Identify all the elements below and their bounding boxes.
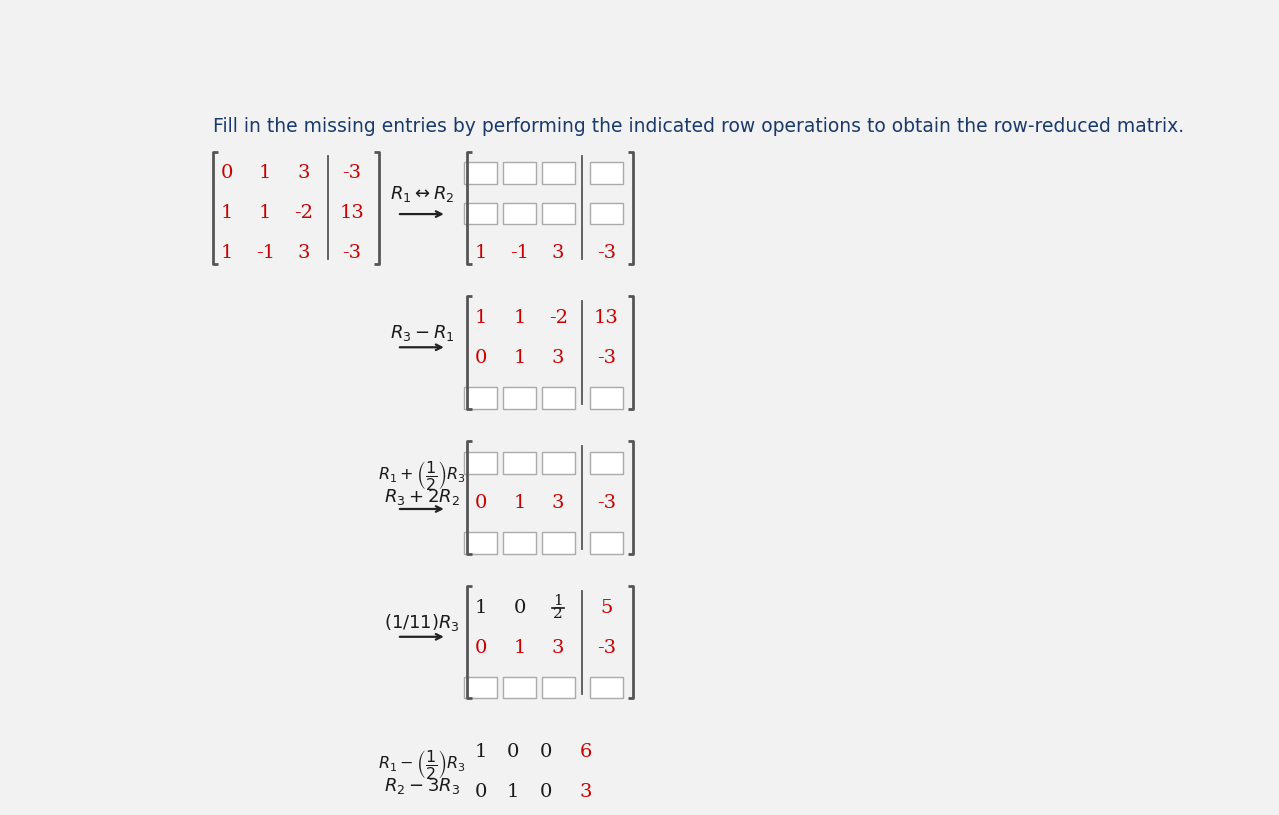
FancyBboxPatch shape <box>503 387 536 409</box>
Text: $R_1 - \left(\dfrac{1}{2}\right)R_3$: $R_1 - \left(\dfrac{1}{2}\right)R_3$ <box>379 748 466 781</box>
Text: 1: 1 <box>475 598 487 616</box>
Text: -3: -3 <box>597 244 615 262</box>
Text: 0: 0 <box>475 349 487 367</box>
FancyBboxPatch shape <box>464 532 498 553</box>
Text: 1: 1 <box>506 783 519 801</box>
Text: 1: 1 <box>513 494 526 512</box>
FancyBboxPatch shape <box>590 162 623 184</box>
Text: $(1/11)R_3$: $(1/11)R_3$ <box>384 612 459 633</box>
Text: -3: -3 <box>597 639 615 657</box>
FancyBboxPatch shape <box>464 387 498 409</box>
FancyBboxPatch shape <box>503 202 536 224</box>
Text: 0: 0 <box>475 639 487 657</box>
Text: 5: 5 <box>600 598 613 616</box>
FancyBboxPatch shape <box>464 162 498 184</box>
FancyBboxPatch shape <box>542 532 574 553</box>
Text: 0: 0 <box>540 743 553 761</box>
FancyBboxPatch shape <box>590 452 623 474</box>
Text: $R_3 + 2R_2$: $R_3 + 2R_2$ <box>384 487 459 507</box>
Text: $R_2 - 3R_3$: $R_2 - 3R_3$ <box>384 776 460 796</box>
Text: 3: 3 <box>298 165 311 183</box>
FancyBboxPatch shape <box>503 162 536 184</box>
Text: $R_3 - R_1$: $R_3 - R_1$ <box>390 324 454 343</box>
FancyBboxPatch shape <box>590 202 623 224</box>
Text: 0: 0 <box>220 165 233 183</box>
FancyBboxPatch shape <box>542 387 574 409</box>
FancyBboxPatch shape <box>542 162 574 184</box>
Text: -1: -1 <box>256 244 275 262</box>
Text: Fill in the missing entries by performing the indicated row operations to obtain: Fill in the missing entries by performin… <box>212 117 1183 136</box>
Text: -1: -1 <box>510 244 530 262</box>
Text: 1: 1 <box>220 244 233 262</box>
Text: 3: 3 <box>553 639 564 657</box>
FancyBboxPatch shape <box>590 676 623 698</box>
Text: -2: -2 <box>294 205 313 222</box>
Text: $R_1 \leftrightarrow R_2$: $R_1 \leftrightarrow R_2$ <box>390 184 454 204</box>
FancyBboxPatch shape <box>464 202 498 224</box>
Text: -3: -3 <box>343 165 362 183</box>
FancyBboxPatch shape <box>503 452 536 474</box>
Text: 0: 0 <box>475 783 487 801</box>
Text: 1: 1 <box>475 244 487 262</box>
Text: 6: 6 <box>579 743 592 761</box>
Text: 1: 1 <box>260 205 271 222</box>
Text: 0: 0 <box>506 743 519 761</box>
FancyBboxPatch shape <box>542 676 574 698</box>
Text: 1: 1 <box>475 743 487 761</box>
Text: 0: 0 <box>513 598 526 616</box>
Text: 13: 13 <box>340 205 365 222</box>
Text: 1: 1 <box>554 593 563 608</box>
Text: 0: 0 <box>475 494 487 512</box>
Text: 13: 13 <box>593 309 619 327</box>
Text: -3: -3 <box>597 349 615 367</box>
Text: 3: 3 <box>579 783 592 801</box>
Text: 1: 1 <box>475 309 487 327</box>
FancyBboxPatch shape <box>464 676 498 698</box>
FancyBboxPatch shape <box>464 452 498 474</box>
FancyBboxPatch shape <box>590 532 623 553</box>
FancyBboxPatch shape <box>590 387 623 409</box>
Text: 1: 1 <box>513 349 526 367</box>
Text: -3: -3 <box>597 494 615 512</box>
Text: 1: 1 <box>220 205 233 222</box>
Text: -2: -2 <box>549 309 568 327</box>
Text: 0: 0 <box>540 783 553 801</box>
Text: 3: 3 <box>553 349 564 367</box>
FancyBboxPatch shape <box>503 676 536 698</box>
Text: 3: 3 <box>298 244 311 262</box>
FancyBboxPatch shape <box>542 202 574 224</box>
Text: 3: 3 <box>553 494 564 512</box>
FancyBboxPatch shape <box>503 532 536 553</box>
Text: 3: 3 <box>553 244 564 262</box>
Text: 1: 1 <box>513 639 526 657</box>
Text: -3: -3 <box>343 244 362 262</box>
FancyBboxPatch shape <box>542 452 574 474</box>
Text: 2: 2 <box>554 607 563 622</box>
Text: $R_1 + \left(\dfrac{1}{2}\right)R_3$: $R_1 + \left(\dfrac{1}{2}\right)R_3$ <box>379 459 466 491</box>
Text: 1: 1 <box>260 165 271 183</box>
Text: 1: 1 <box>513 309 526 327</box>
